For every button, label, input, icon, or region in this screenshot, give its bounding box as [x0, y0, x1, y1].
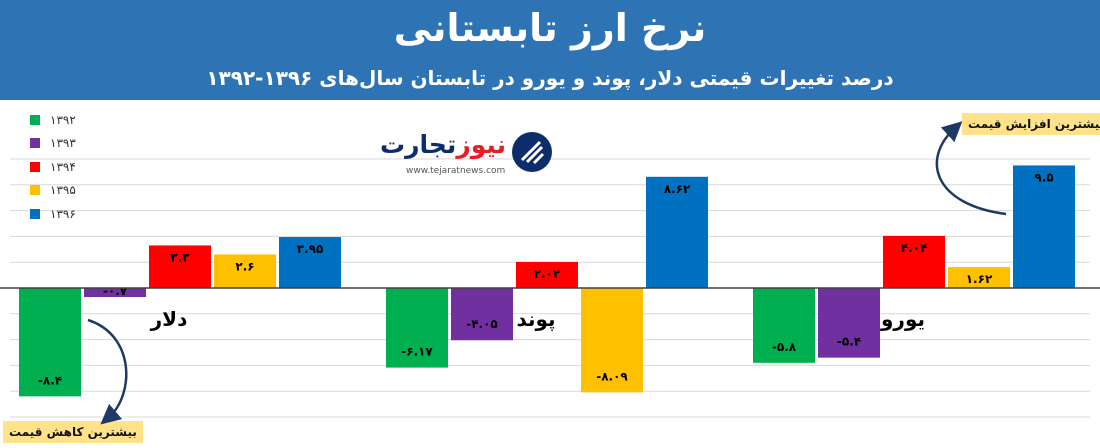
legend-label: ۱۳۹۲	[50, 112, 76, 127]
bar	[818, 288, 880, 358]
bar	[581, 288, 643, 393]
data-label: ۸.۶۲	[664, 182, 691, 196]
data-label: -۰.۷	[103, 284, 128, 298]
bar	[19, 288, 81, 397]
data-label: -۵.۴	[837, 335, 861, 349]
chart-legend: ۱۳۹۲ ۱۳۹۳ ۱۳۹۴ ۱۳۹۵ ۱۳۹۶	[30, 108, 110, 226]
legend-item: ۱۳۹۴	[30, 155, 110, 179]
legend-swatch	[30, 208, 40, 219]
bar	[149, 245, 211, 288]
legend-swatch	[30, 161, 40, 172]
data-label: ۴.۰۴	[901, 241, 928, 255]
bar	[948, 267, 1010, 288]
legend-label: ۱۳۹۳	[50, 136, 76, 151]
legend-swatch	[30, 114, 40, 125]
category-label: پوند	[516, 307, 555, 332]
data-label: ۳.۳	[170, 250, 190, 264]
legend-swatch	[30, 185, 40, 196]
legend-item: ۱۳۹۳	[30, 132, 110, 156]
max-increase-callout: بیشترین افزایش قیمت	[962, 113, 1100, 135]
data-label: ۳.۹۵	[297, 242, 324, 256]
bar	[516, 261, 578, 288]
logo-name-main: تجارت	[380, 130, 457, 159]
bar	[753, 288, 815, 363]
bar-chart: -۸.۴ -۰.۷ ۳.۳ ۲.۶ ۳.۹۵ دلار -۶.۱۷ -۴.۰۵ ۲.۰۲ -۸.۰…	[0, 158, 1100, 418]
data-label: ۹.۵	[1034, 170, 1053, 184]
bar	[883, 235, 945, 288]
data-label: -۸.۰۹	[596, 369, 628, 383]
chart-title: نرخ ارز تابستانی	[393, 6, 707, 50]
data-label: -۴.۰۵	[466, 317, 498, 331]
data-label: ۱.۶۲	[966, 272, 993, 286]
legend-item: ۱۳۹۲	[30, 108, 110, 132]
bar	[279, 237, 341, 288]
data-label: -۵.۸	[772, 340, 797, 354]
data-label: -۶.۱۷	[401, 345, 433, 359]
data-label: -۸.۴	[38, 373, 62, 387]
bar	[386, 288, 448, 368]
logo-wordmark: نیوزتجارت	[380, 130, 506, 159]
category-label: یورو	[880, 307, 925, 331]
bar	[1013, 165, 1075, 288]
logo-url: www.tejaratnews.com	[406, 166, 506, 176]
legend-label: ۱۳۹۵	[50, 183, 76, 198]
bar	[451, 288, 513, 341]
category-label: دلار	[150, 307, 188, 331]
legend-swatch	[30, 138, 40, 149]
legend-label: ۱۳۹۴	[50, 159, 76, 174]
bar	[84, 288, 146, 298]
logo-name-accent: نیوز	[456, 130, 506, 159]
legend-item: ۱۳۹۵	[30, 179, 110, 203]
legend-label: ۱۳۹۶	[50, 206, 76, 221]
logo-mark-icon	[512, 132, 552, 172]
data-label: ۲.۰۲	[534, 267, 561, 281]
data-label: ۲.۶	[235, 259, 254, 273]
chart-header: نرخ ارز تابستانی درصد تغییرات قیمتی دلار…	[0, 0, 1100, 100]
legend-item: ۱۳۹۶	[30, 202, 110, 226]
bar	[646, 176, 708, 288]
bar	[214, 254, 276, 288]
chart-subtitle: درصد تغییرات قیمتی دلار، پوند و یورو در …	[206, 66, 894, 90]
tejaratnews-logo: نیوزتجارت www.tejaratnews.com	[380, 128, 556, 186]
max-decrease-callout: بیشترین کاهش قیمت	[3, 421, 143, 443]
